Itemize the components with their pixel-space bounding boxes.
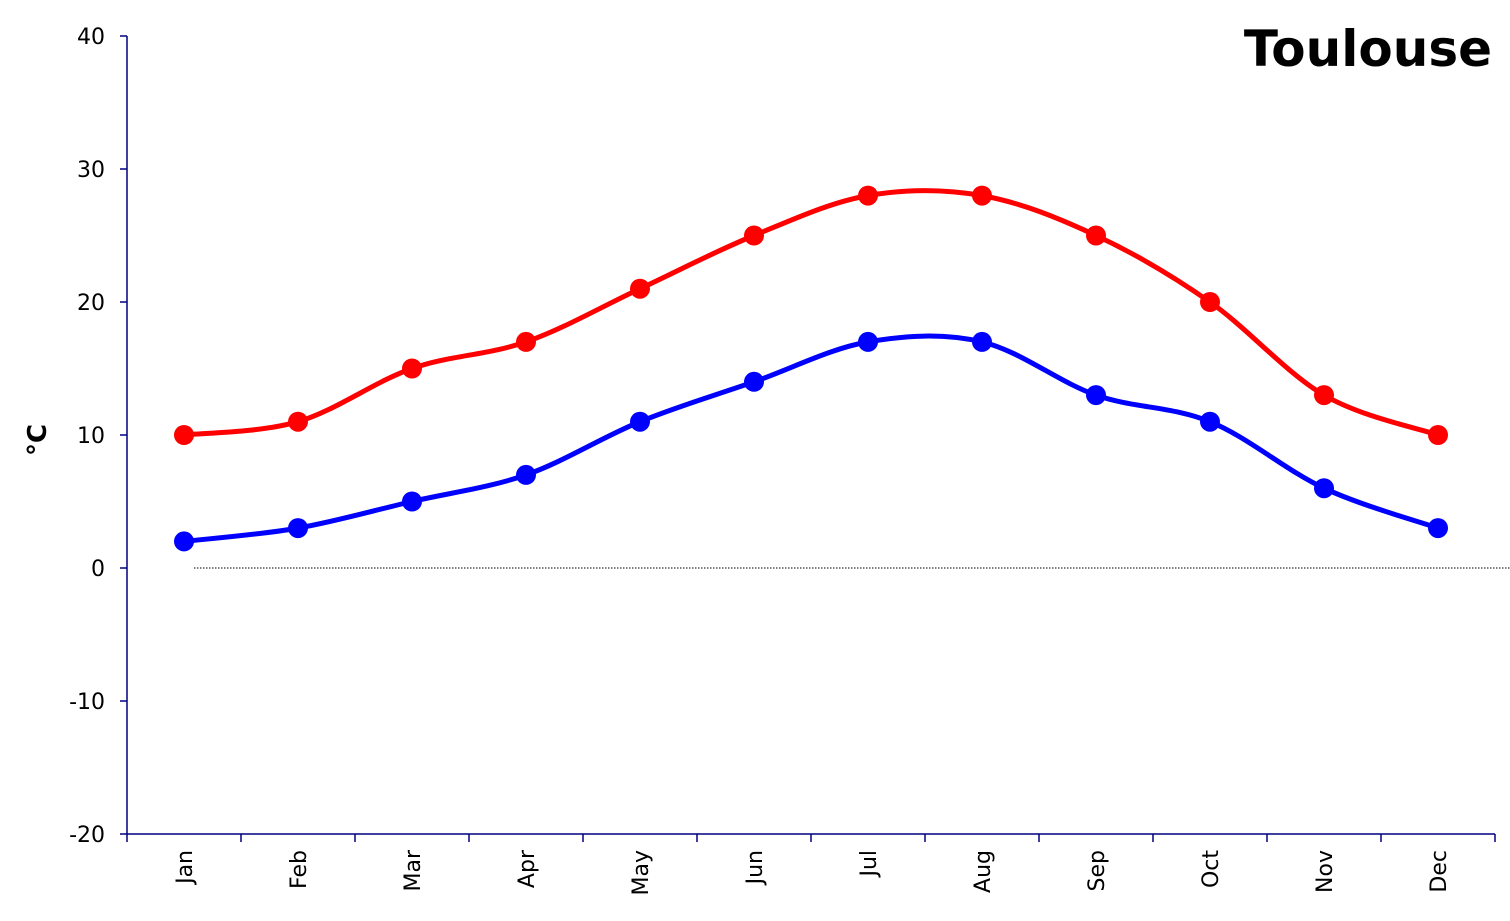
series-1-point bbox=[972, 185, 992, 206]
y-tick-label: -20 bbox=[69, 823, 105, 848]
x-tick-label: Jun bbox=[743, 850, 768, 886]
x-tick-label: Mar bbox=[401, 849, 426, 891]
x-tick-label: Nov bbox=[1313, 850, 1338, 893]
series-1-point bbox=[174, 425, 194, 445]
series-2-point bbox=[630, 411, 650, 432]
x-tick-label: May bbox=[629, 850, 654, 895]
series-2-point bbox=[858, 331, 878, 352]
series-2-point bbox=[744, 371, 764, 392]
series-2-point bbox=[972, 331, 992, 352]
series-2-point bbox=[288, 518, 308, 539]
y-tick-label: 30 bbox=[77, 158, 105, 183]
series-2-point bbox=[516, 464, 536, 485]
series-2-point bbox=[1314, 478, 1334, 499]
x-tick-label: Sep bbox=[1085, 850, 1110, 891]
series-1-point bbox=[1314, 385, 1334, 406]
y-tick-label: 0 bbox=[91, 557, 105, 582]
series-2-point bbox=[1086, 385, 1106, 406]
y-tick-label: 20 bbox=[77, 291, 105, 316]
series-2-point bbox=[174, 531, 194, 552]
x-tick-label: Oct bbox=[1199, 850, 1224, 888]
x-tick-label: Jul bbox=[857, 850, 882, 879]
series-1-line bbox=[181, 188, 1441, 438]
y-axis-label: °C bbox=[23, 424, 53, 456]
series-1-point bbox=[1086, 225, 1106, 246]
series-1-point bbox=[1200, 292, 1220, 312]
y-tick-label: 10 bbox=[77, 424, 105, 449]
plot-area: -20 -10 0 10 20 30 40 Jan Feb Mar Apr May Jun Jul Aug S… bbox=[69, 25, 1510, 895]
y-tick-label: 40 bbox=[77, 25, 105, 50]
series-2-point bbox=[1428, 518, 1448, 539]
series-1-point bbox=[630, 278, 650, 299]
x-tick-label: Aug bbox=[971, 850, 996, 893]
x-tick-label: Apr bbox=[515, 849, 540, 888]
series-1-point bbox=[402, 358, 422, 379]
x-tick-label: Dec bbox=[1427, 850, 1452, 893]
series-1-point bbox=[288, 411, 308, 432]
x-tick-label: Feb bbox=[287, 850, 312, 889]
series-1-point bbox=[858, 185, 878, 206]
series-2-point bbox=[1200, 411, 1220, 432]
y-tick-label: -10 bbox=[69, 690, 105, 715]
series-2-line bbox=[181, 333, 1441, 544]
series-1-point bbox=[516, 331, 536, 352]
series-1-point bbox=[1428, 425, 1448, 445]
series-2-point bbox=[402, 491, 422, 512]
series-1-point bbox=[744, 225, 764, 246]
chart-title: Toulouse bbox=[1244, 20, 1492, 78]
x-tick-label: Jan bbox=[173, 850, 198, 886]
